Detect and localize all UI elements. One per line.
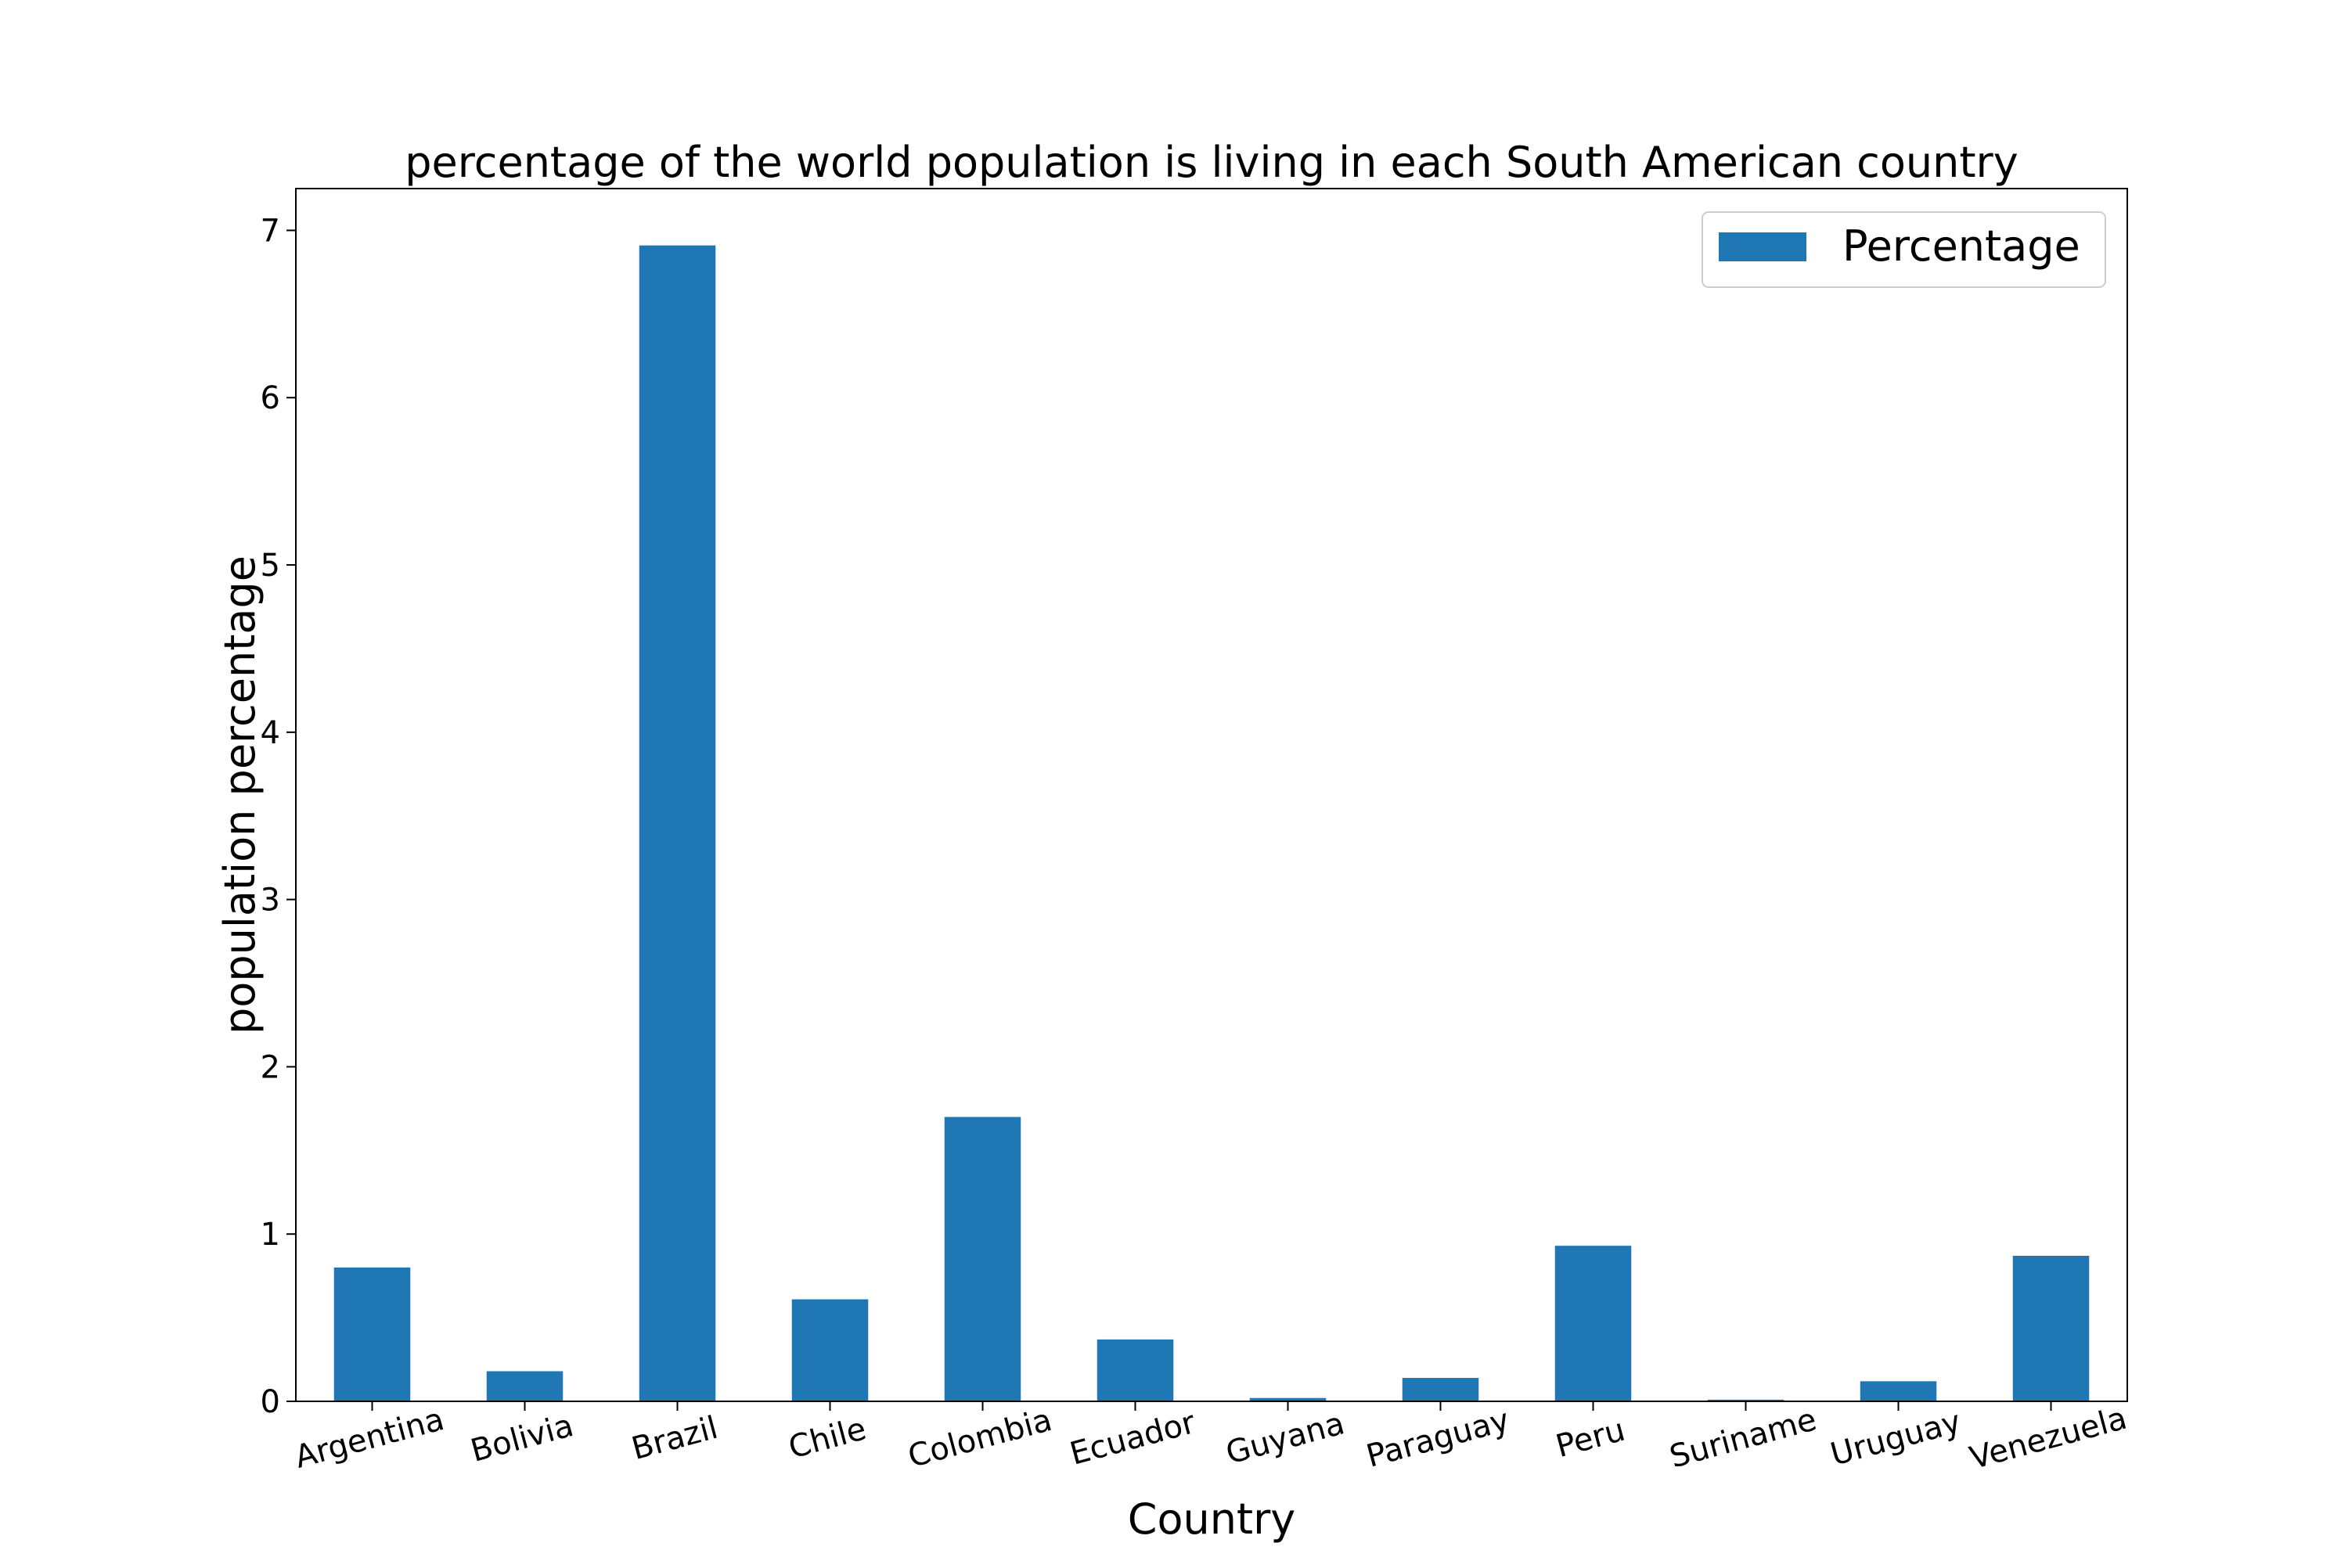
y-tick-label: 3 — [261, 883, 280, 919]
bar-colombia — [944, 1117, 1021, 1401]
x-tick-label: Bolivia — [467, 1408, 578, 1469]
x-tick-label: Chile — [785, 1411, 870, 1466]
bar-uruguay — [1860, 1381, 1937, 1401]
bar-guyana — [1249, 1397, 1327, 1401]
bar-brazil — [639, 245, 716, 1402]
bar-ecuador — [1097, 1339, 1174, 1401]
x-tick-label: Brazil — [628, 1410, 722, 1467]
y-tick-label: 7 — [261, 213, 280, 249]
x-tick-label: Peru — [1552, 1412, 1629, 1465]
bar-bolivia — [486, 1371, 564, 1401]
y-axis: 0 1 2 3 4 5 6 7 — [261, 213, 296, 1420]
bar-chile — [791, 1299, 869, 1401]
legend-swatch — [1719, 232, 1806, 261]
x-tick-label: Suriname — [1666, 1401, 1820, 1475]
x-tick-label: Guyana — [1223, 1405, 1349, 1471]
plot-frame — [295, 188, 2128, 1402]
legend-label: Percentage — [1842, 221, 2080, 271]
x-axis-label: Country — [1128, 1494, 1296, 1544]
bar-paraguay — [1402, 1378, 1479, 1401]
y-tick-label: 6 — [261, 380, 280, 416]
bar-peru — [1554, 1246, 1632, 1401]
y-axis-label: population percentage — [215, 556, 265, 1034]
x-tick-label: Argentina — [291, 1401, 448, 1476]
x-tick-label: Venezuela — [1966, 1401, 2130, 1477]
bars-group — [333, 245, 2090, 1402]
bar-venezuela — [2012, 1256, 2090, 1401]
x-tick-label: Uruguay — [1827, 1404, 1964, 1473]
x-tick-label: Colombia — [904, 1402, 1055, 1475]
y-tick-label: 4 — [261, 715, 280, 751]
chart-title: percentage of the world population is li… — [405, 138, 2018, 187]
bar-suriname — [1707, 1399, 1784, 1401]
legend: Percentage — [1702, 211, 2106, 288]
y-tick-label: 2 — [261, 1049, 280, 1085]
x-tick-label: Paraguay — [1363, 1402, 1513, 1475]
y-tick-label: 1 — [261, 1217, 280, 1253]
legend-frame — [1702, 211, 2106, 288]
y-tick-label: 0 — [261, 1384, 280, 1420]
bar-argentina — [333, 1267, 411, 1401]
x-tick-label: Ecuador — [1066, 1404, 1199, 1473]
x-axis: Argentina Bolivia Brazil Chile Colombia Ecuad… — [291, 1401, 2130, 1477]
y-tick-label: 5 — [261, 548, 280, 584]
